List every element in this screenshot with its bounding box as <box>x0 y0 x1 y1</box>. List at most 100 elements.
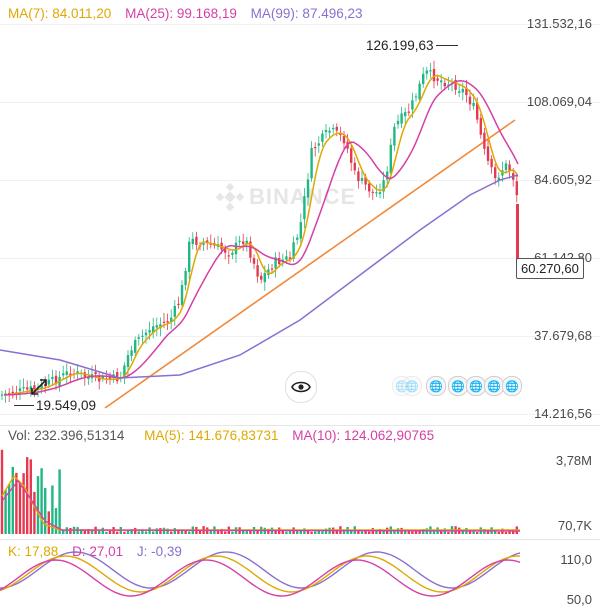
candle-body <box>332 127 335 130</box>
candle-body <box>76 371 79 373</box>
y-axis-label: 37.679,68 <box>534 328 592 343</box>
globe-icon[interactable]: 🌐 <box>402 376 422 396</box>
volume-bar <box>188 531 191 534</box>
volume-bar <box>310 531 313 534</box>
candle-body <box>407 111 410 113</box>
volume-bar <box>198 529 202 534</box>
volume-bar <box>350 530 353 534</box>
grid-line <box>0 180 600 181</box>
visibility-toggle-button[interactable] <box>285 371 317 403</box>
volume-bar <box>83 530 86 534</box>
globe-icon[interactable]: 🌐 <box>484 376 504 396</box>
trendline <box>104 119 516 409</box>
kdj-panel[interactable]: K: 17,88 D: 27,01 J: -0,39 110,0 50,0 <box>0 540 600 607</box>
volume-bar <box>22 473 25 534</box>
volume-bar <box>497 531 500 534</box>
main-chart[interactable]: BINANCE MA(7): 84.011,20 MA(25): 99.168,… <box>0 0 600 425</box>
vol-ma5-line <box>1 474 520 531</box>
vol-axis-label: 70,7K <box>558 518 592 533</box>
grid-line <box>0 102 600 103</box>
candle-body <box>422 73 425 85</box>
volume-legend: Vol: 232.396,51314 MA(5): 141.676,83731 … <box>8 428 434 443</box>
candle-body <box>180 285 184 305</box>
candle-body <box>418 83 421 100</box>
candle-body <box>141 335 144 337</box>
volume-bar <box>33 491 36 534</box>
binance-watermark: BINANCE <box>215 182 356 212</box>
candle-body <box>274 257 277 269</box>
globe-icon-stack[interactable]: 🌐 🌐 🌐 🌐 🌐 🌐 🌐 <box>392 372 532 402</box>
volume-bar <box>54 508 58 534</box>
candle-body <box>501 170 504 176</box>
volume-bar <box>447 531 450 534</box>
candle-body <box>195 236 198 245</box>
volume-bar <box>69 527 72 534</box>
candle-body <box>357 171 360 182</box>
volume-bar <box>44 488 47 534</box>
candle-body <box>11 391 14 395</box>
candle-body <box>335 126 338 131</box>
candle-body <box>368 183 371 192</box>
volume-panel[interactable]: Vol: 232.396,51314 MA(5): 141.676,83731 … <box>0 426 600 538</box>
low-marker-line <box>14 405 34 406</box>
volume-bar <box>411 531 414 534</box>
volume-bar <box>155 528 158 534</box>
candle-body <box>202 243 205 245</box>
candle-body <box>429 70 432 72</box>
globe-icon[interactable]: 🌐 <box>426 376 446 396</box>
candle-body <box>324 130 328 133</box>
ma7-label: MA(7): 84.011,20 <box>8 6 112 21</box>
grid-line <box>0 24 600 25</box>
volume-bar <box>249 529 252 534</box>
volume-bar <box>440 529 443 534</box>
globe-icon[interactable]: 🌐 <box>448 376 468 396</box>
candle-body <box>389 144 392 174</box>
grid-line <box>0 258 600 259</box>
candle-body <box>47 379 50 385</box>
volume-bar <box>29 459 32 534</box>
volume-bar <box>216 529 220 534</box>
candle-body <box>51 376 54 380</box>
volume-bar <box>80 529 83 534</box>
volume-bar <box>15 472 18 534</box>
candle-body <box>515 181 518 196</box>
candle-body <box>252 258 256 264</box>
candle-body <box>440 80 443 83</box>
candle-body <box>234 242 238 255</box>
volume-bar <box>123 531 126 534</box>
candle-body <box>476 102 479 120</box>
volume-bar <box>36 476 40 534</box>
candle-body <box>468 96 472 105</box>
candle-body <box>227 255 230 257</box>
kdj-axis-label: 110,0 <box>560 552 592 567</box>
kdj-canvas <box>0 551 521 597</box>
volume-bar <box>105 531 108 534</box>
candle-body <box>303 196 306 220</box>
candle-body <box>504 163 508 171</box>
ma99-label: MA(99): 87.496,23 <box>250 6 363 21</box>
candle-body <box>461 88 464 93</box>
volume-bar <box>137 531 140 534</box>
kdj-j-label: J: -0,39 <box>136 544 182 559</box>
volume-bar <box>18 482 22 534</box>
candle-body <box>375 192 378 194</box>
candle-body <box>382 180 385 192</box>
ma99-line <box>0 174 519 379</box>
volume-bar <box>256 530 259 534</box>
candle-body <box>396 120 400 125</box>
volume-bar <box>11 466 14 534</box>
candle-body <box>40 384 43 390</box>
candle-body <box>490 158 493 168</box>
candle-body <box>155 325 158 328</box>
candle-body <box>497 177 500 181</box>
candle-body <box>26 387 29 390</box>
panel-divider <box>0 539 600 540</box>
volume-bar <box>508 529 511 534</box>
candle-body <box>288 257 292 259</box>
expand-icon[interactable] <box>28 376 50 398</box>
candle-body <box>494 167 497 178</box>
globe-icon[interactable]: 🌐 <box>466 376 486 396</box>
globe-icon[interactable]: 🌐 <box>502 376 522 396</box>
y-axis-label: 84.605,92 <box>534 172 592 187</box>
candle-body <box>224 249 227 253</box>
